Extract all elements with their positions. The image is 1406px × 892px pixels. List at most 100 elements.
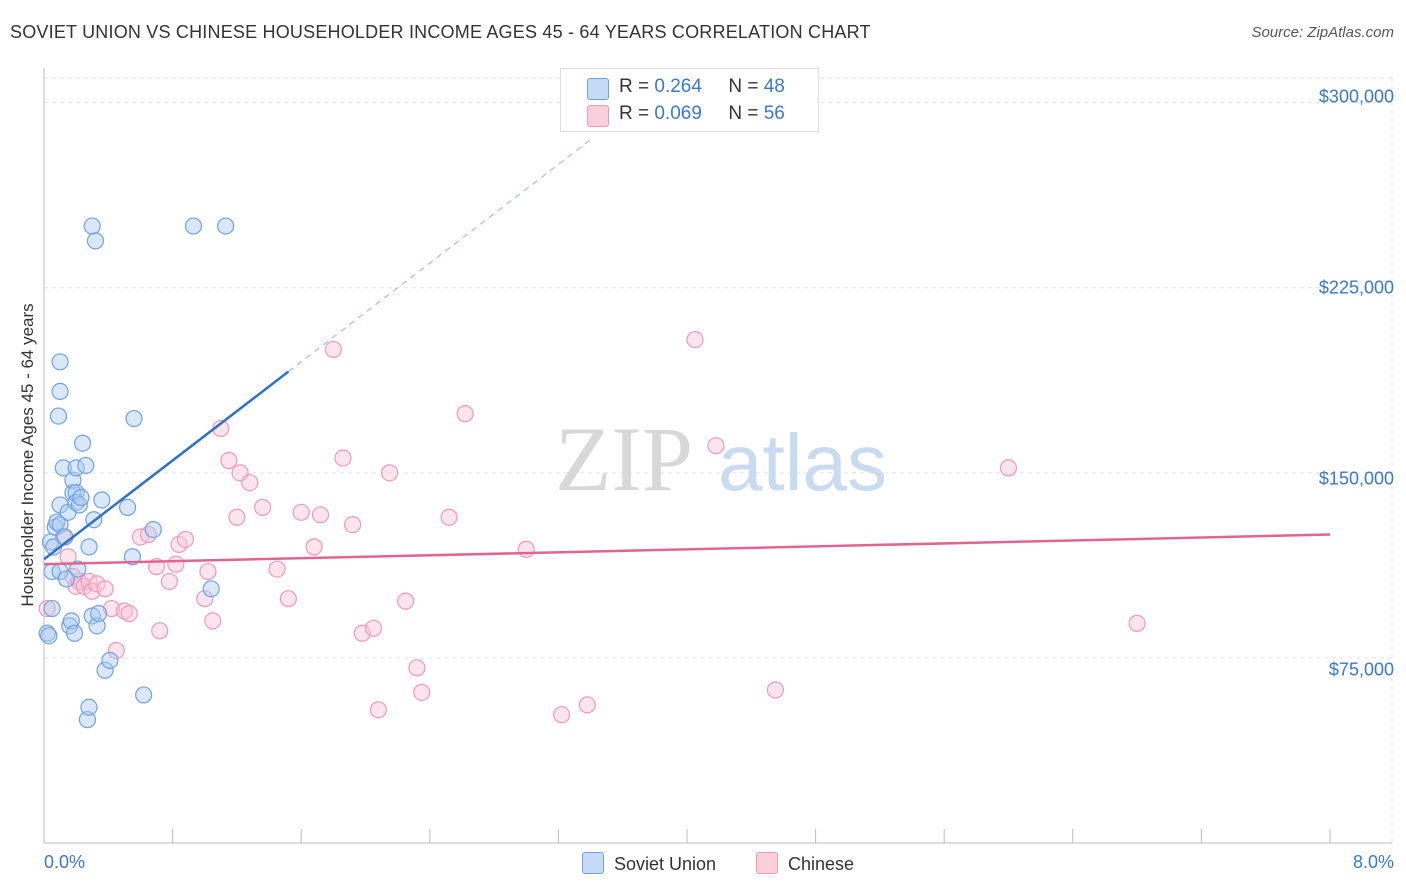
source-label: Source: ZipAtlas.com	[1251, 24, 1394, 41]
chinese-trend-line	[43, 533, 1331, 566]
soviet-point	[54, 459, 72, 477]
chinese-point	[196, 590, 214, 608]
legend-r-label: R =	[619, 103, 650, 124]
soviet-points	[38, 217, 235, 729]
x-tick-label-max: 8.0%	[1352, 852, 1394, 872]
legend-n-value-chinese: 56	[763, 103, 785, 124]
soviet-point	[123, 548, 142, 566]
soviet-point	[67, 493, 85, 512]
soviet-point	[48, 513, 66, 531]
soviet-point	[96, 661, 114, 679]
chinese-point	[279, 590, 297, 608]
soviet-point	[51, 353, 69, 371]
soviet-point	[135, 686, 153, 704]
chinese-point	[766, 681, 785, 699]
chinese-point	[107, 641, 125, 660]
chinese-point	[456, 405, 474, 423]
y-tick-label: $75,000	[1328, 659, 1394, 680]
soviet-point	[217, 217, 235, 235]
chinese-point	[241, 474, 259, 492]
soviet-point	[202, 580, 220, 598]
chinese-point	[553, 706, 571, 724]
legend: R = 0.264 N = 48 R = 0.069 N = 56	[560, 68, 819, 132]
soviet-point	[78, 711, 97, 729]
chinese-point	[517, 540, 535, 558]
y-tick-label: $300,000	[1318, 86, 1394, 107]
chinese-point	[311, 506, 330, 524]
chinese-point	[334, 449, 352, 467]
chinese-point	[578, 696, 596, 714]
soviet-point	[101, 651, 119, 669]
chinese-point	[397, 592, 415, 610]
chinese-point	[228, 508, 246, 526]
soviet-point	[144, 520, 162, 539]
legend-n-label: N =	[728, 76, 759, 97]
chinese-point	[381, 464, 399, 482]
chinese-point	[364, 619, 383, 637]
soviet-point	[51, 382, 69, 401]
trend-lines	[43, 136, 1331, 566]
soviet-point	[69, 560, 87, 578]
chinese-point	[324, 340, 342, 359]
chinese-point	[369, 701, 387, 719]
soviet-point	[72, 488, 90, 507]
chinese-point	[167, 555, 185, 573]
chinese-point	[70, 572, 88, 591]
soviet-point	[125, 409, 143, 428]
y-tick-label: $150,000	[1318, 468, 1394, 489]
soviet-trend-line	[43, 370, 290, 561]
chinese-point	[88, 575, 106, 593]
soviet-point	[77, 456, 95, 475]
chinese-point	[139, 525, 158, 544]
soviet-point	[73, 434, 92, 452]
soviet-point	[65, 624, 84, 642]
soviet-point	[88, 617, 106, 635]
legend-swatch-chinese	[587, 105, 609, 127]
chinese-point	[120, 604, 138, 623]
chinese-point	[199, 562, 217, 581]
chinese-point	[353, 624, 371, 642]
chinese-point	[160, 572, 178, 591]
chinese-point	[220, 451, 238, 470]
chinese-point	[305, 538, 323, 556]
chinese-point	[292, 503, 310, 521]
chinese-point	[96, 580, 114, 598]
y-axis-label: Householder Income Ages 45 - 64 years	[18, 303, 37, 607]
bottom-legend-swatch-chinese	[756, 852, 778, 874]
soviet-point	[93, 491, 111, 509]
chinese-point	[268, 560, 286, 578]
soviet-point	[90, 604, 108, 623]
legend-swatch-soviet	[587, 78, 609, 100]
chinese-point	[102, 599, 121, 618]
x-tick-label-min: 0.0%	[44, 852, 86, 872]
chinese-point	[440, 508, 458, 526]
chinese-point	[1128, 614, 1146, 632]
soviet-point	[86, 232, 105, 250]
bottom-legend-chinese: Chinese	[756, 852, 854, 875]
bottom-legend-label-soviet: Soviet Union	[614, 854, 717, 874]
chinese-point	[176, 530, 195, 549]
bottom-legend-swatch-soviet	[582, 852, 604, 874]
legend-r-value-chinese: 0.069	[654, 103, 702, 124]
chinese-point	[38, 599, 56, 618]
chinese-point	[413, 683, 431, 702]
chinese-point	[204, 612, 222, 630]
watermark-zip: ZIP	[555, 408, 693, 510]
chinese-point	[686, 330, 704, 349]
chinese-point	[254, 498, 272, 516]
chinese-point	[115, 602, 133, 620]
chinese-point	[344, 516, 362, 534]
chinese-points	[38, 330, 1146, 724]
soviet-point	[83, 217, 101, 235]
chinese-point	[999, 459, 1018, 477]
chinese-point	[408, 659, 426, 677]
soviet-point	[80, 538, 98, 556]
soviet-trend-extension	[287, 136, 595, 373]
watermark-atlas: atlas	[718, 418, 887, 507]
axes	[43, 68, 1392, 844]
bottom-legend-soviet: Soviet Union	[582, 852, 716, 875]
legend-n-value-soviet: 48	[763, 76, 785, 97]
soviet-point	[40, 627, 58, 645]
soviet-point	[118, 498, 137, 516]
